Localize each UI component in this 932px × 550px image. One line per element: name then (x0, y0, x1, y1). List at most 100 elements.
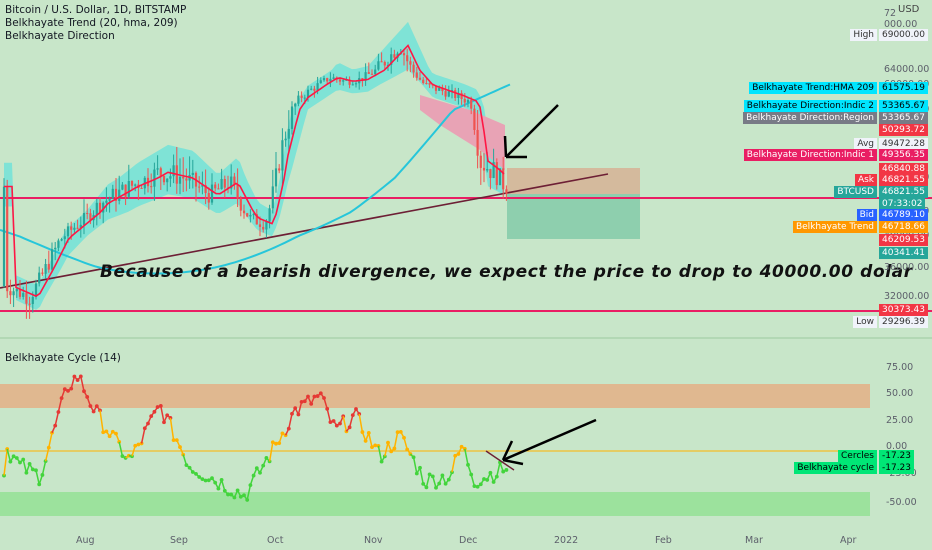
candle-body (338, 79, 342, 82)
price-label-name: Belkhayate Trend (792, 221, 877, 233)
cycle-segment (464, 448, 469, 465)
candle-body (118, 189, 121, 201)
symbol-title[interactable]: Bitcoin / U.S. Dollar, 1D, BITSTAMP (5, 4, 187, 16)
candle-body (159, 168, 162, 177)
candle-body (185, 178, 188, 181)
candle-body (380, 61, 383, 63)
candle-body (54, 247, 57, 250)
price-tick: 32000.00 (884, 291, 930, 302)
candle-body (294, 103, 297, 107)
candle-body (406, 55, 409, 62)
time-tick: Mar (745, 535, 763, 546)
cycle-label-name: Cercles (838, 450, 877, 462)
candle-body (182, 176, 185, 179)
candles (2, 47, 508, 319)
candle-body (326, 78, 329, 82)
cycle-segment (70, 376, 76, 389)
indicator-direction-label[interactable]: Belkhayate Direction (5, 30, 115, 42)
cycle-lower-band (0, 492, 870, 516)
candle-body (169, 176, 172, 179)
candle-body (121, 184, 124, 190)
candle-body (28, 303, 31, 305)
candle-body (482, 167, 486, 171)
candle-body (393, 54, 396, 58)
candle-body (214, 184, 217, 189)
candle-body (66, 226, 70, 237)
cycle-divergence-line (485, 450, 515, 471)
cycle-tick: -50.00 (886, 497, 917, 508)
cycle-segment (246, 484, 252, 501)
currency-label[interactable]: USD (898, 4, 920, 15)
candle-body (505, 189, 508, 194)
candle-body (422, 79, 425, 84)
candle-body (150, 186, 153, 188)
candle-body (102, 202, 105, 213)
price-tick: 64000.00 (884, 64, 930, 75)
candle-body (60, 239, 63, 241)
candle-body (70, 226, 73, 230)
candle-body (498, 168, 502, 186)
candle-body (239, 198, 242, 211)
price-label-name: Ask (854, 174, 877, 186)
pane-separator (0, 337, 932, 339)
candle-body (252, 214, 255, 216)
candle-body (25, 293, 28, 304)
cycle-segment (496, 462, 501, 477)
cycle-segment (22, 459, 28, 473)
candle-body (50, 249, 54, 270)
cycle-segment (403, 437, 408, 450)
time-tick: 2022 (554, 535, 579, 546)
cycle-segment (57, 397, 63, 413)
candle-body (242, 210, 246, 214)
price-label-value: 69000.00 (879, 29, 928, 41)
candle-body (281, 140, 284, 171)
candle-body (38, 272, 41, 284)
candle-body (383, 62, 386, 66)
cycle-segment (288, 413, 293, 429)
cycle-segment (99, 410, 104, 433)
candle-body (287, 128, 290, 139)
cycle-label-name: Belkhayate cycle (794, 462, 877, 474)
candle-body (322, 78, 326, 81)
candle-body (105, 200, 108, 203)
candle-body (348, 79, 351, 85)
candle-body (31, 296, 34, 305)
candle-body (34, 283, 38, 297)
time-tick: Apr (840, 535, 857, 546)
indicator-trend-label[interactable]: Belkhayate Trend (20, hma, 209) (5, 17, 178, 29)
cycle-segment (419, 467, 424, 485)
candle-body (134, 184, 137, 186)
candle-body (111, 188, 114, 199)
candle-body (114, 188, 118, 201)
cycle-segment (368, 432, 373, 448)
candle-body (492, 162, 495, 178)
candle-body (95, 202, 98, 216)
cycle-segment (342, 416, 348, 432)
candle-body (153, 169, 156, 187)
annotation-text: Because of a bearish divergence, we expe… (100, 262, 913, 282)
candle-body (82, 213, 86, 225)
price-label-value: 30373.43 (879, 304, 928, 316)
candle-body (313, 88, 316, 91)
candle-body (265, 221, 268, 230)
cycle-segment (6, 448, 12, 462)
cycle-segment (35, 470, 40, 485)
candle-body (2, 186, 6, 287)
candle-body (316, 83, 319, 91)
candle-body (262, 226, 265, 230)
candle-body (473, 108, 476, 130)
cycle-segment (80, 376, 85, 392)
candle-body (479, 155, 482, 168)
price-label-value: 46789.10 (879, 209, 928, 221)
cycle-segment (470, 474, 476, 487)
price-tick: 36000.00 (884, 262, 930, 273)
candle-body (44, 263, 47, 274)
candle-body (22, 293, 25, 297)
candle-body (466, 100, 470, 103)
belkhayate-trend-cloud-bearish (420, 95, 505, 170)
cycle-segment (358, 413, 364, 433)
cycle-segment (160, 405, 165, 423)
price-label-value: 46718.66 (879, 221, 928, 233)
symbol-legend: Bitcoin / U.S. Dollar, 1D, BITSTAMP Belk… (5, 4, 186, 43)
cycle-legend[interactable]: Belkhayate Cycle (14) (5, 352, 121, 364)
